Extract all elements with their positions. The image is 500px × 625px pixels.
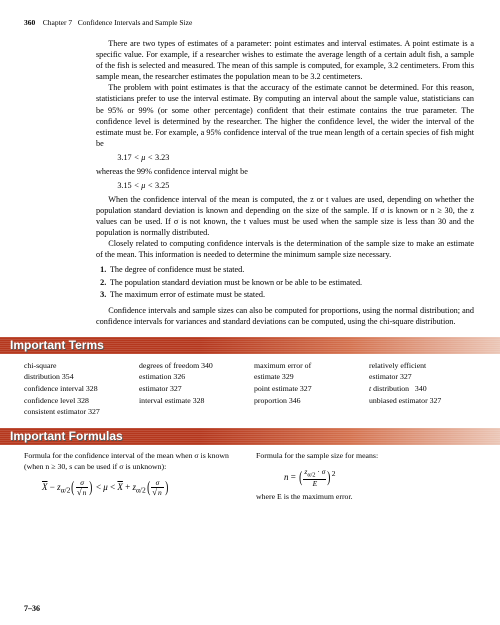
term-text: chi-square	[24, 361, 56, 370]
term-text: relatively efficient	[369, 361, 426, 370]
paragraph: When the confidence interval of the mean…	[96, 194, 474, 238]
term-text: estimate 329	[254, 372, 294, 381]
page-number: 360	[24, 18, 35, 27]
term-text: proportion 346	[254, 396, 301, 405]
page-footer: 7–36	[24, 604, 40, 615]
paragraph: whereas the 99% confidence interval migh…	[96, 166, 474, 177]
term-text: maximum error of	[254, 361, 311, 370]
formulas-grid: Formula for the confidence interval of t…	[24, 451, 474, 503]
formula-right: Formula for the sample size for means: n…	[256, 451, 474, 503]
formulas-banner: Important Formulas	[0, 428, 500, 445]
term-text: confidence interval 328	[24, 384, 98, 393]
paragraph: There are two types of estimates of a pa…	[96, 38, 474, 82]
term: degrees of freedom 340 estimation 326 es…	[139, 360, 244, 418]
paragraph: Closely related to computing confidence …	[96, 238, 474, 260]
terms-grid: chi-square distribution 354 confidence i…	[24, 360, 474, 418]
formula-text: Formula for the sample size for means:	[256, 451, 474, 462]
list-item: 2.The population standard deviation must…	[96, 277, 474, 288]
list-text: The degree of confidence must be stated.	[110, 265, 244, 274]
formula-where: where E is the maximum error.	[256, 492, 474, 503]
list-text: The maximum error of estimate must be st…	[110, 290, 265, 299]
inequality-2: 3.15 < μ < 3.25	[96, 180, 474, 191]
chapter-title: Confidence Intervals and Sample Size	[78, 18, 193, 27]
list-item: 3.The maximum error of estimate must be …	[96, 289, 474, 300]
term-text: degrees of freedom 340	[139, 361, 213, 370]
formula-text: Formula for the confidence interval of t…	[24, 451, 242, 472]
n-formula: n = (zα/2 · σE)2	[256, 467, 474, 489]
term: relatively efficient estimator 327 t t d…	[369, 360, 474, 418]
term: chi-square distribution 354 confidence i…	[24, 360, 129, 418]
term-text: interval estimate 328	[139, 396, 204, 405]
list-text: The population standard deviation must b…	[110, 278, 362, 287]
term-text: confidence level 328	[24, 396, 89, 405]
paragraph: The problem with point estimates is that…	[96, 82, 474, 148]
formula-left: Formula for the confidence interval of t…	[24, 451, 242, 503]
ci-formula: X − zα/2(σn) < μ < X + zα/2(σn)	[24, 477, 242, 499]
term-text: consistent estimator 327	[24, 407, 100, 416]
term-text: estimation 326	[139, 372, 185, 381]
criteria-list: 1.The degree of confidence must be state…	[96, 264, 474, 300]
term-text: unbiased estimator 327	[369, 396, 441, 405]
term-text: estimator 327	[369, 372, 412, 381]
paragraph: Confidence intervals and sample sizes ca…	[96, 305, 474, 327]
term-text: distribution 354	[24, 372, 74, 381]
chapter-label: Chapter 7	[43, 18, 72, 27]
page-header: 360 Chapter 7 Confidence Intervals and S…	[24, 18, 474, 28]
term-text: estimator 327	[139, 384, 182, 393]
inequality-1: 3.17 < μ < 3.23	[96, 152, 474, 163]
term-text: t	[369, 384, 371, 393]
term: maximum error of estimate 329 point esti…	[254, 360, 359, 418]
term-text: point estimate 327	[254, 384, 312, 393]
list-item: 1.The degree of confidence must be state…	[96, 264, 474, 275]
banner-title: Important Formulas	[10, 428, 123, 444]
banner-title: Important Terms	[10, 337, 104, 353]
terms-banner: Important Terms	[0, 337, 500, 354]
main-text: There are two types of estimates of a pa…	[24, 38, 474, 327]
